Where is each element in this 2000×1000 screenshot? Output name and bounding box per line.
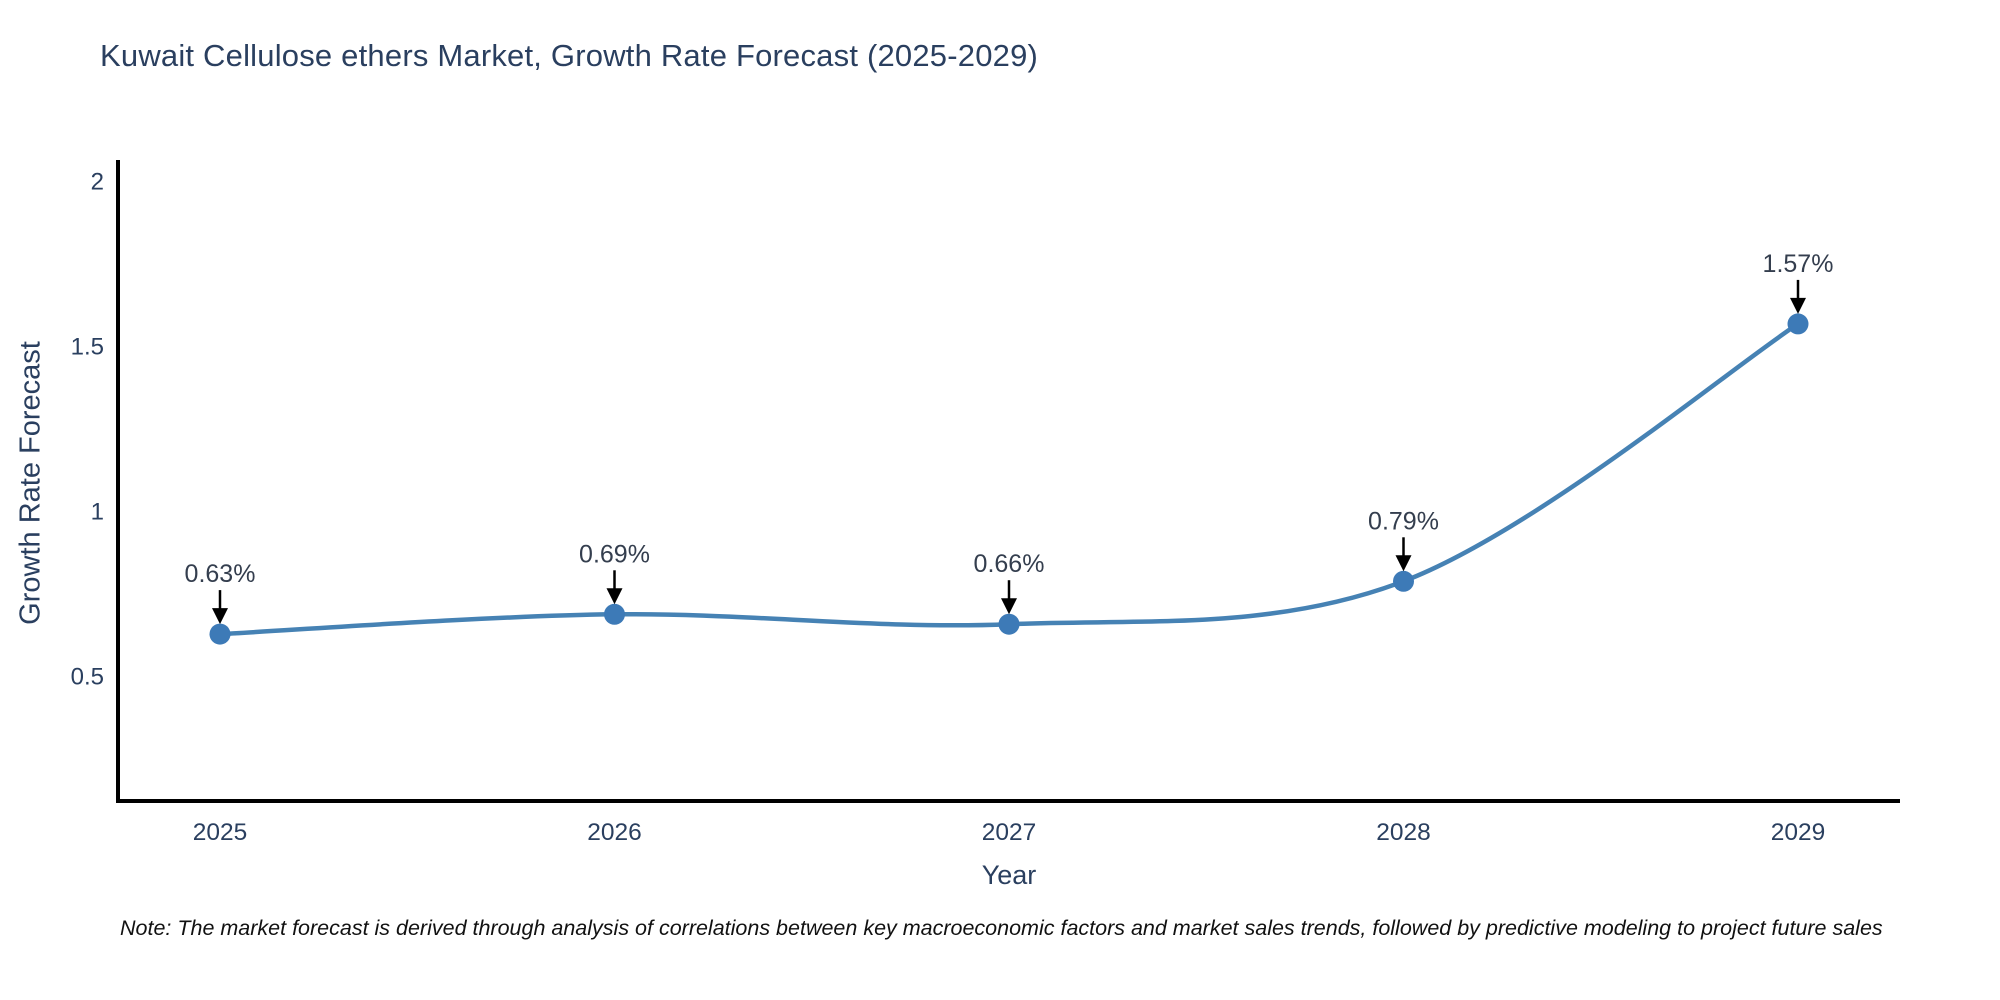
chart-title: Kuwait Cellulose ethers Market, Growth R… [100,38,1039,73]
annotation-arrowhead [212,608,228,625]
x-axis-label: Year [981,860,1037,890]
annotation-arrowhead [1790,297,1806,314]
annotation-label: 0.66% [974,550,1045,578]
data-point-marker [1787,313,1809,335]
annotation-arrowhead [606,588,623,605]
x-tick-label: 2028 [1376,819,1431,846]
annotation-arrowhead [1395,555,1412,572]
x-tick-label: 2026 [587,819,642,846]
data-point-marker [1393,570,1414,592]
y-tick-label: 2 [91,169,104,196]
data-point-marker [998,613,1020,635]
annotation-label: 0.69% [579,540,650,568]
data-point-marker [604,603,625,625]
annotation-arrowhead [1001,598,1017,615]
data-point-marker [209,623,231,645]
y-tick-label: 1.5 [71,334,104,361]
x-tick-label: 2027 [982,819,1037,846]
x-tick-label: 2029 [1771,819,1826,846]
x-tick-label: 2025 [193,819,248,846]
annotation-label: 1.57% [1763,250,1834,278]
y-tick-label: 0.5 [71,664,104,691]
annotation-label: 0.79% [1368,507,1439,535]
footnote: Note: The market forecast is derived thr… [120,916,1883,940]
annotation-label: 0.63% [185,560,256,588]
y-tick-label: 1 [91,499,104,526]
